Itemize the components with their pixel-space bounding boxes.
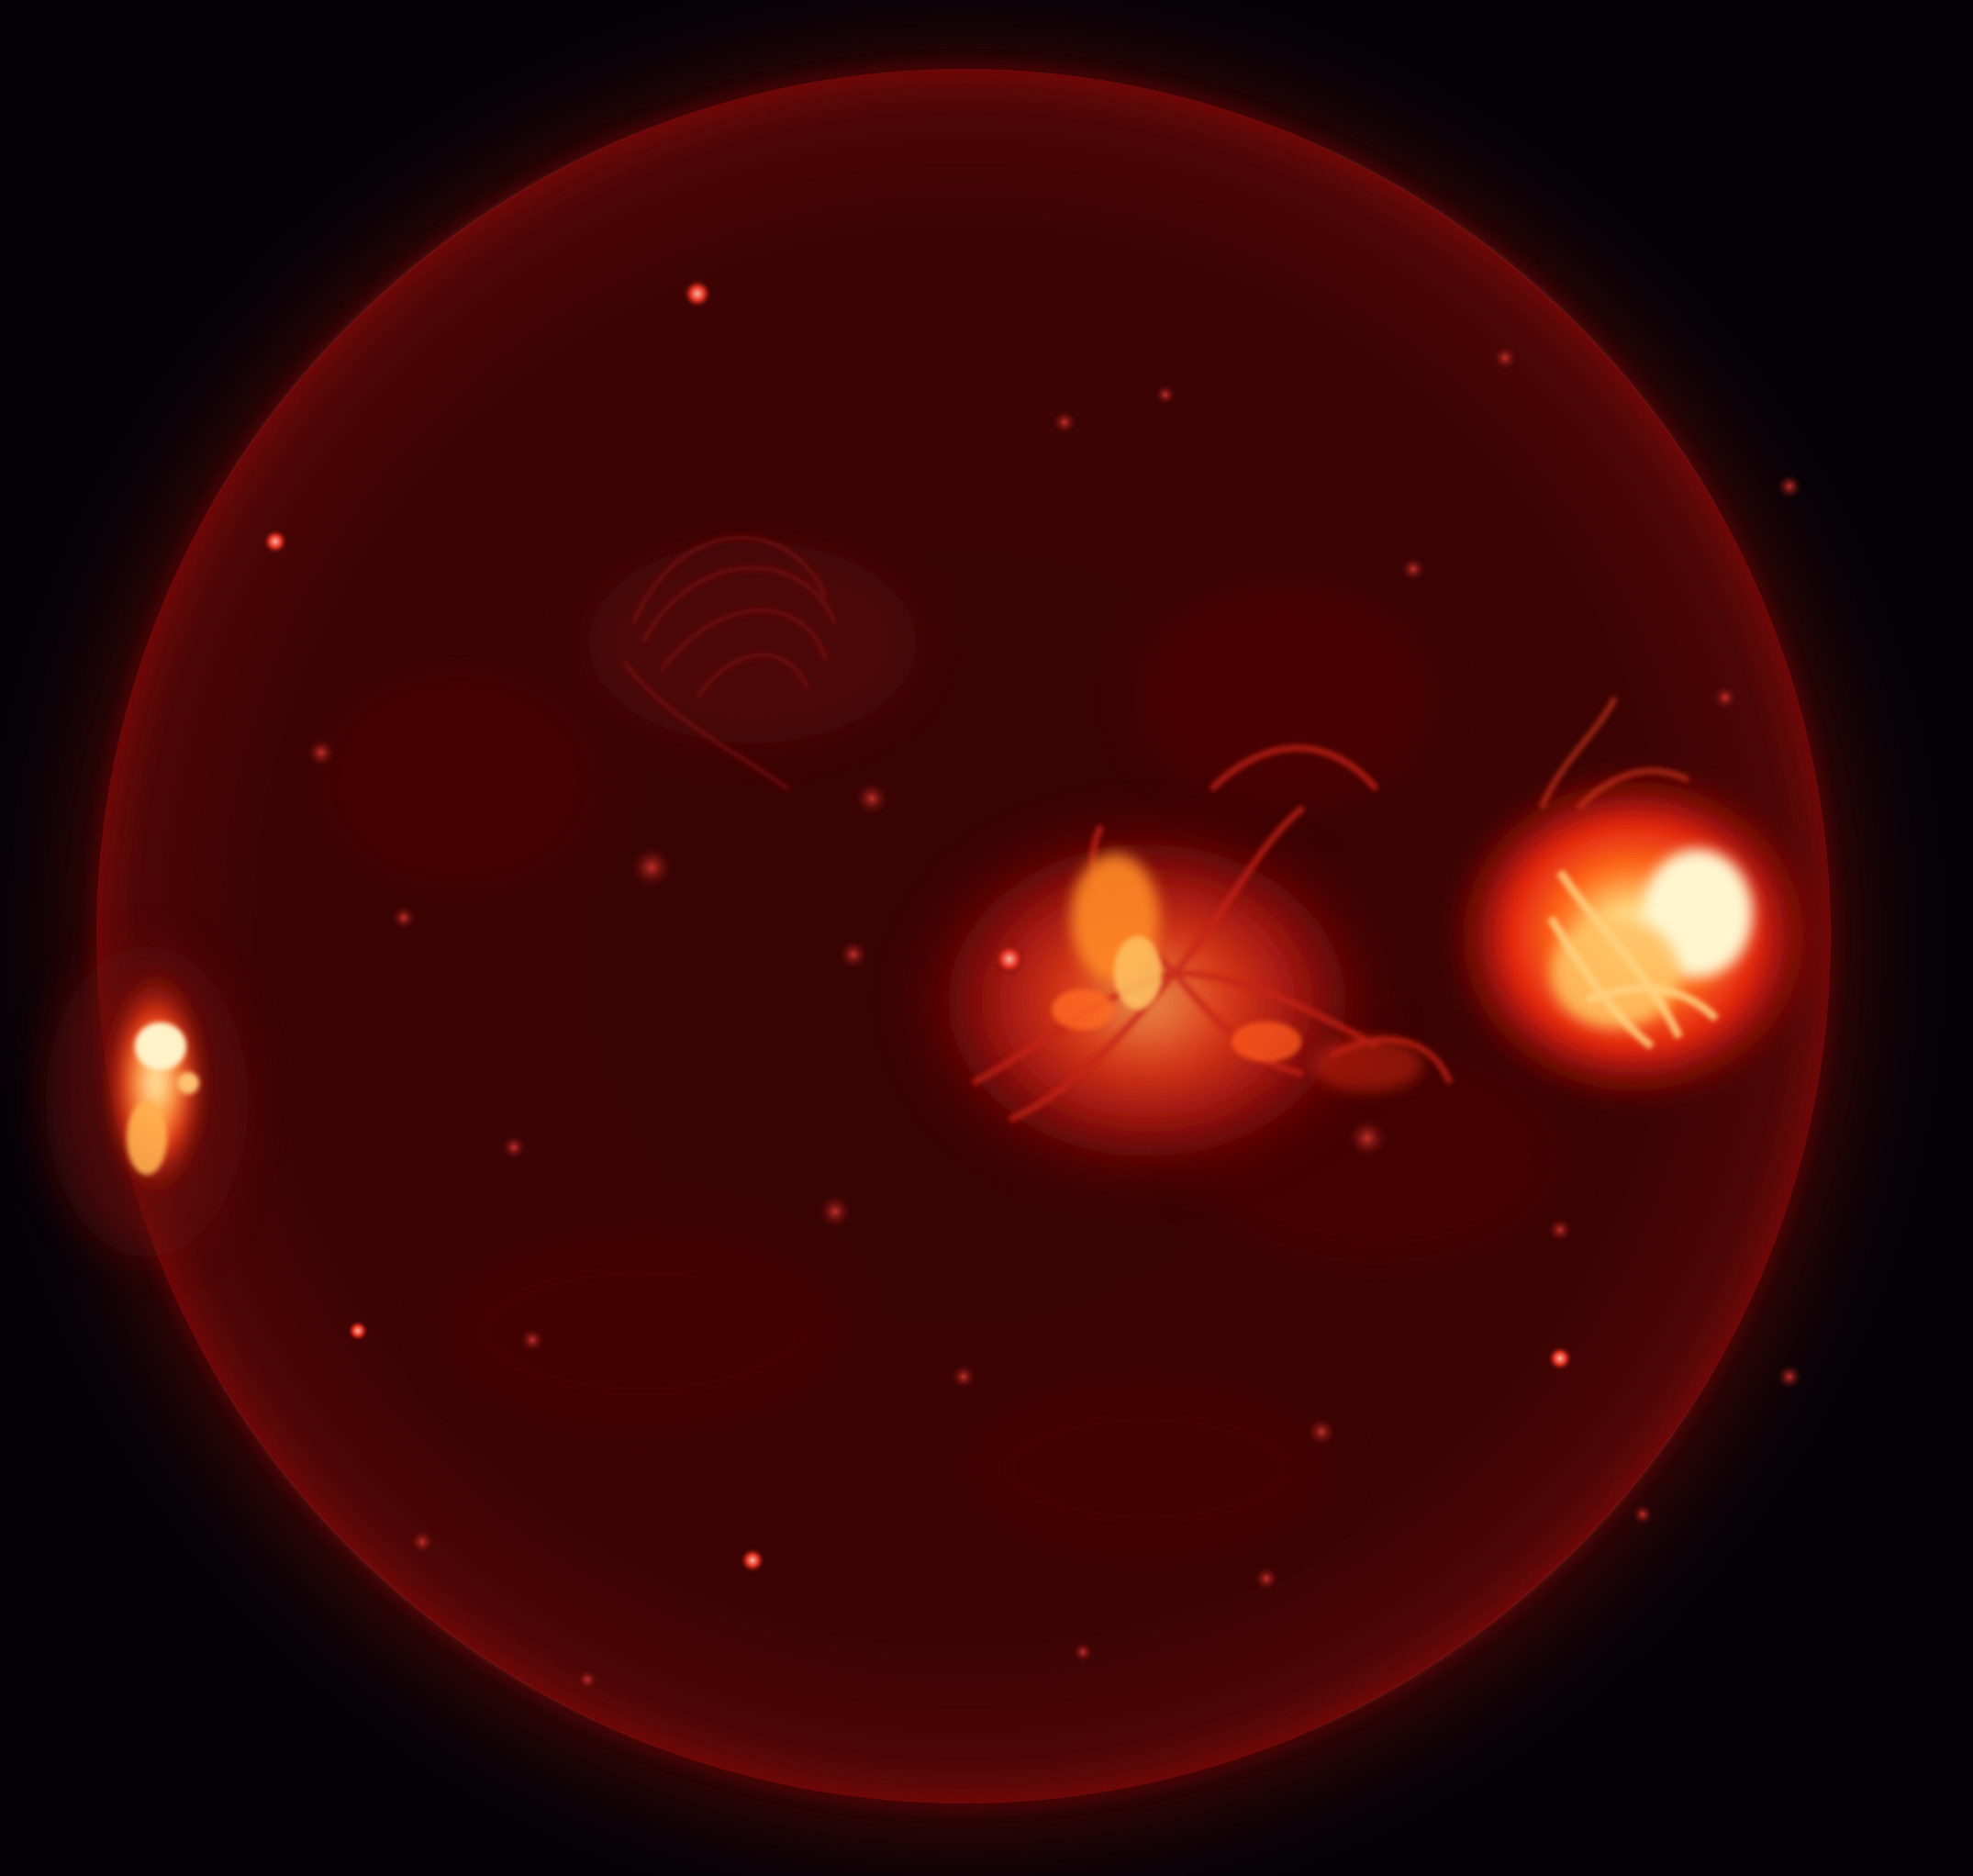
bright-point xyxy=(1633,1504,1653,1524)
bright-point xyxy=(348,1321,368,1341)
bright-point xyxy=(1254,1566,1279,1591)
bright-point xyxy=(1712,685,1738,710)
bright-points xyxy=(262,279,1802,1690)
bright-point xyxy=(1073,1642,1093,1662)
bright-point xyxy=(839,940,868,969)
active-region-west xyxy=(1441,696,1826,1111)
bright-point xyxy=(307,738,336,767)
bright-point xyxy=(1347,1118,1388,1158)
bright-point xyxy=(1155,385,1176,405)
bright-point xyxy=(409,1529,435,1555)
bright-point xyxy=(1052,409,1077,435)
active-region-east-limb xyxy=(46,945,248,1257)
bright-point xyxy=(1547,1346,1573,1371)
active-region-central xyxy=(899,744,1454,1193)
bright-point xyxy=(1777,1364,1802,1390)
bright-point xyxy=(1307,1417,1336,1446)
bright-point xyxy=(1400,556,1426,582)
bright-point xyxy=(391,905,417,931)
bright-point xyxy=(631,847,672,888)
bright-point xyxy=(501,1134,527,1160)
bright-point xyxy=(683,279,712,308)
bright-point xyxy=(577,1669,597,1690)
bright-point xyxy=(1777,474,1802,499)
bright-point xyxy=(740,1547,765,1573)
bright-point xyxy=(262,529,288,554)
solar-limb xyxy=(92,64,1835,1808)
bright-point xyxy=(819,1195,852,1228)
bright-point xyxy=(519,1327,545,1353)
bright-point xyxy=(951,1364,976,1390)
bright-point xyxy=(855,782,888,815)
loop-arcade-northeast xyxy=(621,535,838,792)
bright-point xyxy=(1492,345,1518,371)
bright-point xyxy=(1547,1217,1573,1243)
bright-point xyxy=(993,943,1026,976)
diffuse-mottling xyxy=(321,542,1560,1560)
